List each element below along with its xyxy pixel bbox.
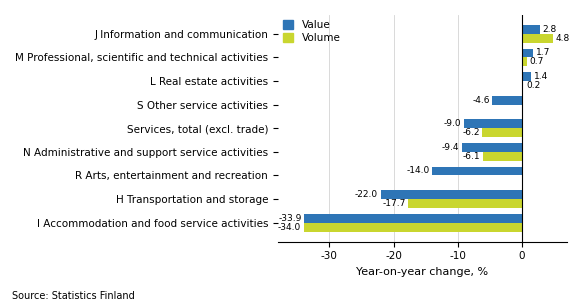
Bar — [522, 81, 523, 90]
Text: -22.0: -22.0 — [355, 190, 378, 199]
Bar — [462, 143, 522, 152]
Text: -9.0: -9.0 — [444, 119, 462, 128]
Bar — [409, 199, 522, 208]
Bar — [304, 214, 522, 223]
Text: -14.0: -14.0 — [406, 167, 430, 175]
Text: -6.1: -6.1 — [463, 152, 480, 161]
Bar — [522, 34, 553, 43]
Bar — [381, 190, 522, 199]
Text: -4.6: -4.6 — [473, 96, 490, 105]
Text: 0.2: 0.2 — [526, 81, 540, 90]
Bar — [464, 119, 522, 128]
Text: -33.9: -33.9 — [278, 214, 301, 223]
Bar — [432, 167, 522, 175]
Text: 1.7: 1.7 — [535, 49, 550, 57]
Text: 1.4: 1.4 — [534, 72, 548, 81]
X-axis label: Year-on-year change, %: Year-on-year change, % — [356, 267, 488, 277]
Bar — [522, 25, 540, 34]
Text: 2.8: 2.8 — [542, 25, 557, 34]
Bar — [482, 128, 522, 137]
Text: 0.7: 0.7 — [529, 57, 544, 67]
Text: -6.2: -6.2 — [462, 128, 480, 137]
Bar — [522, 49, 533, 57]
Text: 4.8: 4.8 — [555, 34, 570, 43]
Bar — [492, 96, 522, 105]
Bar — [483, 152, 522, 161]
Text: Source: Statistics Finland: Source: Statistics Finland — [12, 291, 134, 301]
Text: -17.7: -17.7 — [382, 199, 406, 208]
Bar — [304, 223, 522, 232]
Bar — [522, 72, 531, 81]
Text: -9.4: -9.4 — [442, 143, 459, 152]
Legend: Value, Volume: Value, Volume — [283, 20, 340, 43]
Bar — [522, 57, 527, 67]
Text: -34.0: -34.0 — [278, 223, 301, 232]
